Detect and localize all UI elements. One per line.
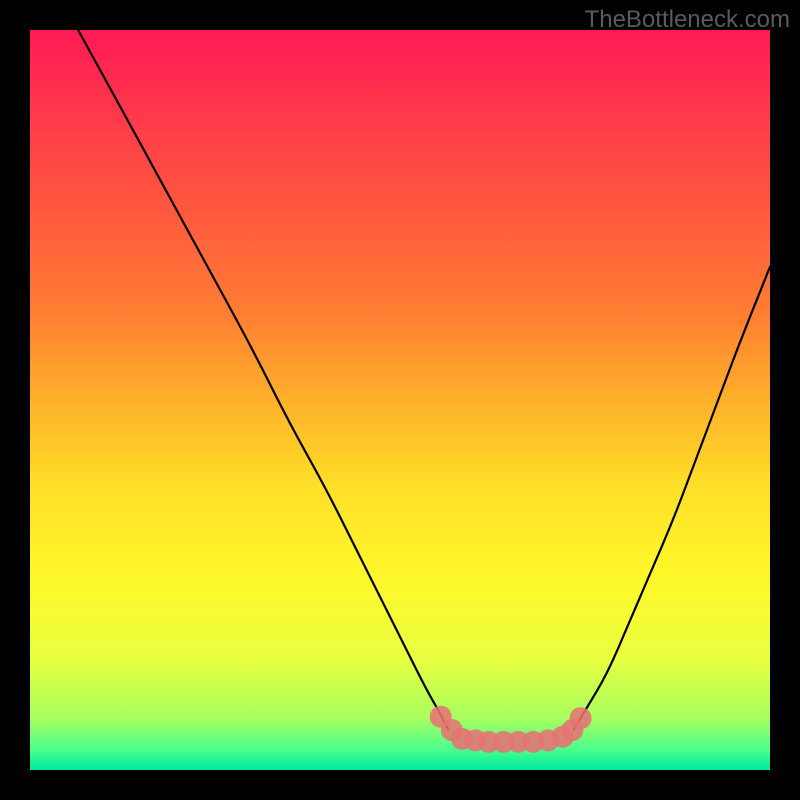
marker-dot: [570, 707, 592, 729]
bottleneck-chart: [30, 30, 770, 770]
watermark-text: TheBottleneck.com: [585, 6, 790, 34]
gradient-background: [30, 30, 770, 770]
chart-svg: [30, 30, 770, 770]
